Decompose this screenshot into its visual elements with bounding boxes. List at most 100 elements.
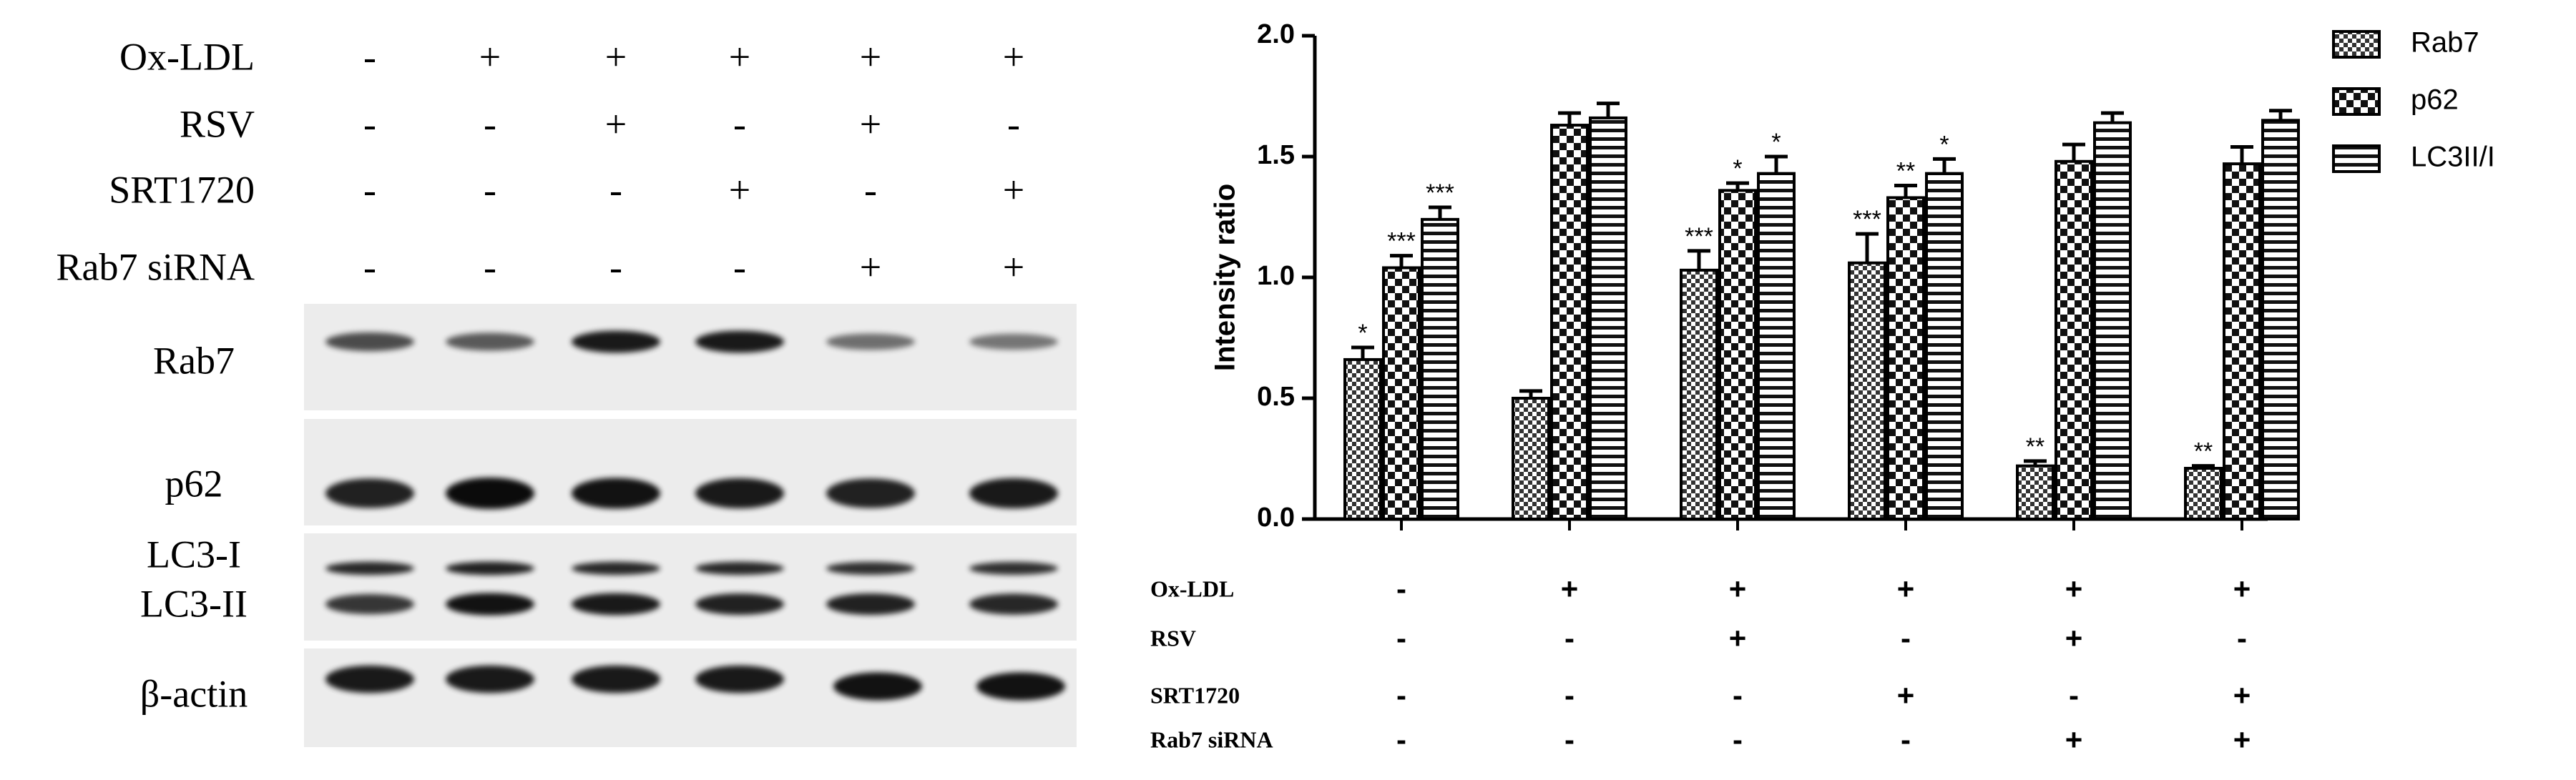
treatment-sign: + — [2233, 723, 2251, 756]
treatment-sign: - — [1901, 621, 1911, 655]
treatment-sign: - — [1564, 723, 1575, 756]
bar — [1848, 261, 1886, 520]
band — [695, 330, 784, 353]
band — [325, 593, 414, 615]
band — [572, 478, 660, 509]
bar — [2184, 467, 2223, 521]
blot-panel — [304, 304, 1077, 410]
error-bar — [1726, 181, 1749, 191]
error-bar — [2230, 144, 2253, 164]
treatment-sign: + — [1729, 572, 1747, 606]
legend-swatch — [2332, 87, 2381, 116]
legend-label: Rab7 — [2411, 27, 2479, 59]
band — [572, 593, 660, 616]
treatment-sign: - — [864, 168, 877, 211]
significance-label: ** — [2026, 433, 2044, 460]
bar — [1589, 116, 1627, 521]
treatment-sign: - — [363, 102, 376, 145]
blot-panel — [304, 533, 1077, 641]
y-axis-label: Intensity ratio — [1210, 184, 1241, 371]
significance-label: *** — [1387, 228, 1416, 255]
band — [572, 665, 660, 693]
error-bar — [1894, 184, 1917, 198]
band — [572, 561, 660, 576]
band — [695, 561, 784, 576]
significance-label: * — [1939, 131, 1949, 158]
treatment-label: Ox-LDL — [119, 35, 255, 78]
band — [572, 330, 660, 353]
band — [446, 593, 534, 616]
y-tick-label: 0.0 — [1257, 503, 1295, 533]
band-label: LC3-I — [147, 533, 241, 576]
treatment-label: SRT1720 — [109, 168, 255, 211]
error-bar — [1933, 157, 1956, 174]
error-bar — [2062, 142, 2085, 162]
band — [695, 593, 784, 616]
error-bar — [1429, 205, 1451, 219]
band — [325, 478, 414, 508]
treatment-sign: + — [605, 35, 627, 78]
significance-label: *** — [1685, 223, 1713, 250]
treatment-sign: - — [1901, 723, 1911, 756]
bar — [1382, 266, 1421, 520]
legend-swatch — [2332, 30, 2381, 59]
treatment-label: RSV — [1150, 625, 1196, 651]
bar — [2223, 162, 2261, 520]
treatment-sign: - — [609, 245, 622, 288]
error-bar — [1688, 249, 1710, 270]
band-label: p62 — [165, 462, 223, 505]
treatment-sign: - — [1564, 621, 1575, 655]
bar — [1886, 196, 1925, 520]
treatment-sign: - — [609, 168, 622, 211]
band — [969, 478, 1058, 509]
bar — [1925, 172, 1964, 520]
legend-swatch — [2332, 144, 2381, 173]
legend-label: p62 — [2411, 84, 2459, 116]
band — [446, 561, 534, 576]
y-tick-label: 1.5 — [1257, 140, 1295, 170]
band — [976, 672, 1065, 701]
bar — [1421, 217, 1459, 520]
band-label: Rab7 — [153, 339, 235, 382]
treatment-sign: - — [484, 102, 496, 145]
treatment-sign: - — [2069, 678, 2079, 712]
treatment-label: RSV — [180, 102, 255, 145]
y-tick-label: 0.5 — [1257, 382, 1295, 412]
treatment-sign: - — [1396, 723, 1406, 756]
treatment-sign: - — [1733, 723, 1743, 756]
band — [826, 562, 915, 575]
treatment-sign: + — [2065, 621, 2083, 655]
band — [446, 665, 534, 693]
significance-label: ** — [2194, 438, 2213, 465]
bar — [1757, 172, 1796, 520]
treatment-sign: - — [363, 168, 376, 211]
treatment-sign: - — [363, 245, 376, 288]
error-bar — [1390, 254, 1413, 268]
treatment-sign: + — [605, 102, 627, 145]
treatment-sign: + — [860, 102, 881, 145]
y-tick-label: 1.0 — [1257, 261, 1295, 291]
treatment-sign: - — [733, 102, 746, 145]
significance-label: * — [1733, 155, 1742, 182]
treatment-label: Rab7 siRNA — [56, 245, 255, 288]
bar — [1512, 397, 1550, 520]
band — [446, 332, 534, 351]
significance-label: * — [1771, 129, 1781, 156]
western-blot: Ox-LDL - + + + + + RSV - - + - + - SRT1720 - - - + - + Rab7 s… — [56, 35, 1077, 747]
bar — [2261, 119, 2300, 521]
treatment-sign: + — [729, 35, 750, 78]
treatment-sign: + — [729, 168, 750, 211]
treatment-sign: + — [1003, 35, 1024, 78]
treatment-sign: + — [479, 35, 501, 78]
bar — [1550, 124, 1589, 520]
blot-panel — [304, 419, 1077, 525]
treatment-sign: - — [2237, 621, 2247, 655]
treatment-sign: - — [484, 168, 496, 211]
treatment-sign: + — [860, 245, 881, 288]
treatment-sign: - — [1733, 678, 1743, 712]
bar — [2016, 464, 2055, 521]
treatment-sign: + — [1897, 678, 1915, 712]
treatment-label: SRT1720 — [1150, 682, 1240, 708]
treatment-sign: + — [1003, 168, 1024, 211]
